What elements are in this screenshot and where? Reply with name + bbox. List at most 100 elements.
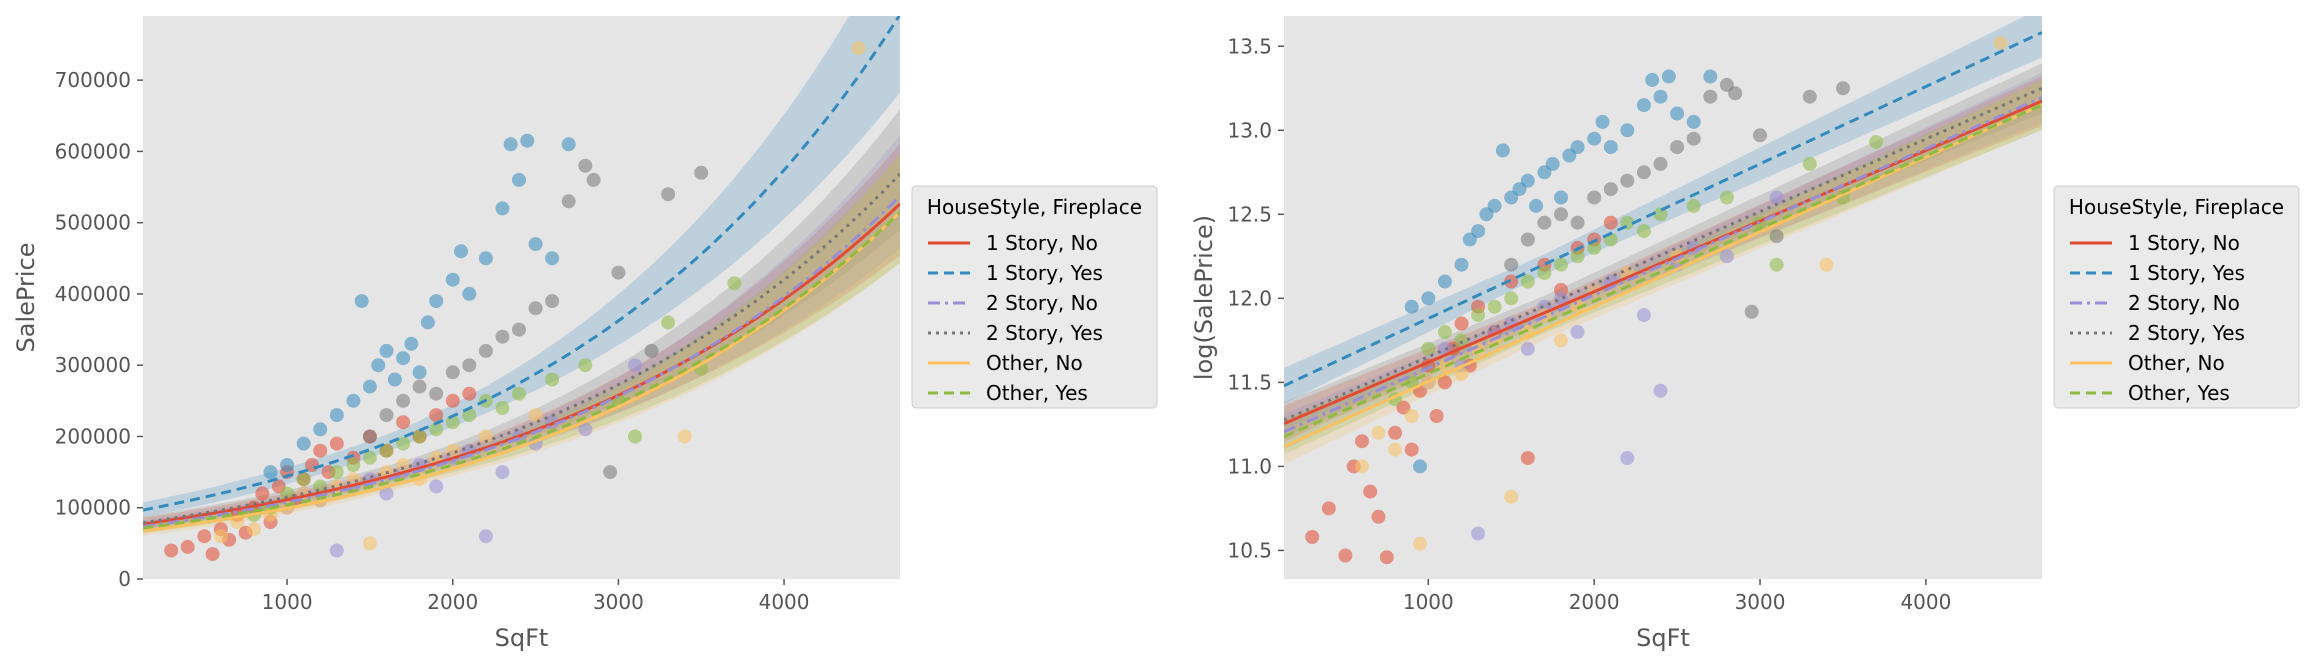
confidence-band (143, 154, 900, 534)
x-tick-label: 3000 (1735, 590, 1786, 614)
x-axis-label: SqFt (495, 624, 549, 652)
data-point (1670, 106, 1685, 121)
fit-line (143, 211, 900, 533)
data-point (1355, 434, 1369, 449)
data-point (329, 543, 344, 558)
data-point (1603, 215, 1618, 230)
data-point (1520, 173, 1535, 188)
legend-entry-label: 2 Story, No (986, 291, 1098, 315)
data-point (346, 393, 361, 408)
data-point (213, 529, 228, 544)
data-point (1836, 81, 1850, 96)
data-point (362, 536, 377, 551)
legend: HouseStyle, Fireplace 1 Story, No 1 Story,… (911, 185, 1158, 409)
data-point (503, 137, 518, 152)
data-point (1437, 325, 1452, 339)
legend-title: HouseStyle, Fireplace (927, 195, 1142, 219)
data-point (1404, 299, 1419, 314)
data-point (512, 386, 526, 401)
data-point (578, 422, 593, 437)
data-point (1769, 190, 1784, 205)
data-point (313, 443, 328, 458)
fit-line (143, 172, 900, 525)
data-point (412, 429, 427, 444)
y-tick-label: 700000 (55, 68, 131, 92)
data-point (1520, 274, 1535, 289)
data-point (1404, 409, 1419, 423)
data-point (1504, 291, 1519, 306)
legend-box (911, 185, 1158, 409)
data-point (412, 379, 427, 394)
data-point (205, 547, 220, 562)
data-point (1537, 215, 1552, 230)
y-tick-label: 300000 (55, 353, 131, 377)
data-point (661, 315, 676, 330)
legend-entry-label: Other, No (2128, 351, 2225, 375)
data-point (462, 386, 477, 401)
confidence-band (143, 153, 900, 536)
data-point (296, 472, 311, 487)
fit-line (1284, 99, 2042, 425)
data-point (396, 393, 411, 408)
data-point (1570, 325, 1585, 339)
data-point (1371, 425, 1386, 440)
data-point (1437, 358, 1452, 373)
y-tick-label: 12.5 (1227, 202, 1272, 226)
data-point (1686, 198, 1701, 213)
data-point (1404, 442, 1419, 457)
data-point (1603, 140, 1618, 155)
data-point (545, 294, 560, 309)
data-point (1744, 304, 1759, 319)
data-point (1471, 224, 1486, 239)
data-point (561, 194, 576, 209)
data-point (644, 343, 659, 358)
data-point (1554, 190, 1568, 205)
data-point (371, 358, 386, 373)
data-point (362, 429, 377, 444)
data-point (528, 237, 543, 252)
data-point (1802, 156, 1817, 171)
data-point (1554, 333, 1568, 348)
data-point (694, 165, 709, 180)
data-point (851, 41, 866, 56)
plot-background (143, 16, 900, 579)
data-point (1703, 89, 1718, 104)
data-point (1636, 98, 1651, 113)
data-point (1819, 257, 1834, 272)
data-point (445, 365, 460, 380)
plot-area (1284, 16, 2042, 565)
data-point (429, 422, 444, 437)
legend-entry-label: 1 Story, No (2128, 231, 2240, 255)
data-point (528, 408, 543, 423)
data-point (280, 458, 295, 472)
data-point (1520, 232, 1535, 247)
data-point (247, 522, 261, 537)
data-point (628, 358, 642, 373)
data-point (1670, 140, 1685, 155)
data-point (429, 479, 444, 494)
data-point (478, 343, 493, 358)
x-tick-label: 1000 (1403, 590, 1454, 614)
fit-line (143, 194, 900, 528)
data-point (1570, 215, 1585, 230)
legend-entry-label: 1 Story, Yes (986, 261, 1103, 285)
y-tick-label: 10.5 (1227, 538, 1272, 562)
y-tick-label: 12.0 (1227, 286, 1272, 310)
data-point (1802, 89, 1817, 104)
data-point (354, 294, 369, 309)
data-point (578, 158, 593, 173)
data-point (478, 429, 493, 444)
data-point (1620, 123, 1635, 138)
data-point (1388, 442, 1403, 457)
data-point (396, 351, 411, 366)
data-point (280, 486, 295, 501)
data-point (1471, 308, 1486, 323)
data-point (1338, 548, 1353, 563)
y-tick-label: 600000 (55, 139, 131, 163)
data-point (362, 450, 377, 465)
legend-entry-label: 1 Story, Yes (2128, 261, 2245, 285)
data-point (445, 272, 460, 287)
data-point (495, 465, 510, 480)
data-point (520, 133, 535, 148)
data-point (420, 315, 435, 330)
